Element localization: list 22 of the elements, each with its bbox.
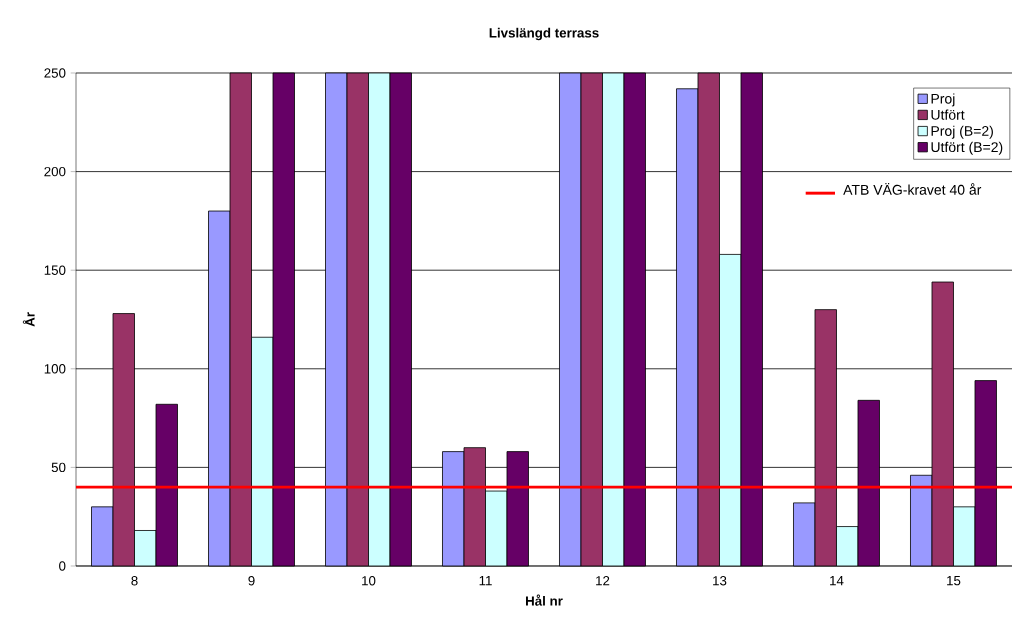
x-tick-label: 11 [479, 576, 492, 586]
x-tick-label: 10 [362, 576, 376, 586]
chart-title: Livslängd terrass [489, 27, 599, 41]
x-tick-label: 12 [596, 576, 610, 586]
y-axis-title: År [22, 312, 35, 327]
x-axis-title: Hål nr [526, 594, 563, 606]
y-tick-label: 100 [44, 364, 66, 374]
y-tick-label: 0 [59, 561, 66, 571]
x-tick-label: 13 [713, 576, 727, 586]
y-tick-label: 200 [44, 166, 66, 177]
x-tick-label: 8 [131, 576, 138, 586]
x-tick-label: 15 [947, 576, 961, 586]
y-tick-label: 50 [51, 462, 66, 473]
legend-label: Utfört [931, 109, 965, 120]
legend-label: ATB VÄG-kravet 40 år [843, 182, 982, 195]
legend-label: Proj (B=2) [931, 125, 993, 139]
x-tick-label: 9 [248, 576, 255, 586]
legend-label: Proj [931, 93, 955, 107]
y-tick-label: 250 [44, 68, 66, 78]
x-tick-label: 14 [830, 576, 844, 586]
y-tick-label: 150 [44, 265, 66, 275]
legend-label: Utfört (B=2) [931, 141, 1003, 155]
